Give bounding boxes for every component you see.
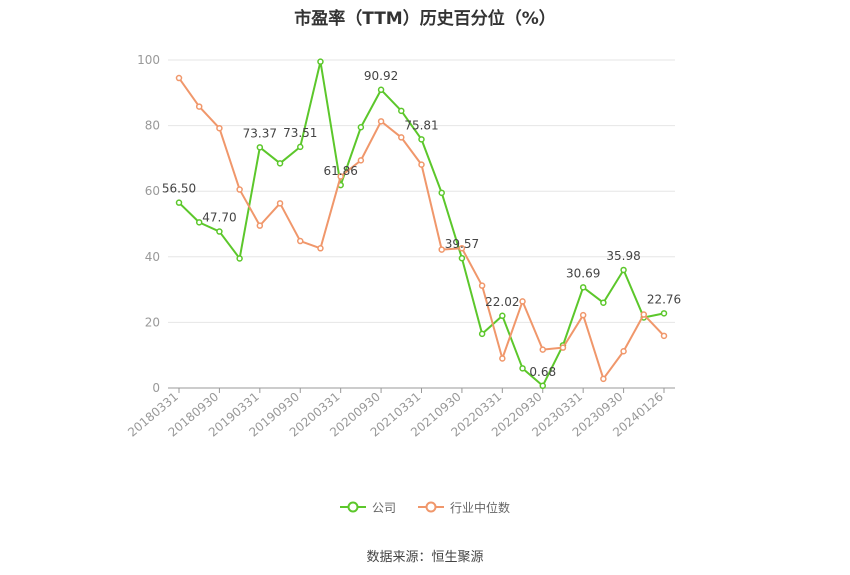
data-point[interactable]: [438, 246, 445, 253]
data-point[interactable]: [398, 134, 405, 141]
y-tick-label: 80: [145, 119, 160, 133]
data-point[interactable]: [276, 200, 284, 207]
y-tick-label: 60: [145, 184, 160, 198]
y-tick-label: 20: [145, 315, 160, 329]
data-point[interactable]: [357, 157, 365, 164]
data-point[interactable]: [216, 124, 223, 132]
data-point[interactable]: [579, 284, 587, 291]
y-tick-label: 40: [145, 250, 160, 264]
data-point[interactable]: [499, 355, 506, 362]
series-line-0: [178, 60, 665, 387]
data-point[interactable]: [337, 173, 344, 180]
chart-title: 市盈率（TTM）历史百分位（%）: [294, 9, 556, 29]
data-source: 数据来源：恒生聚源: [366, 550, 484, 565]
data-point[interactable]: [195, 103, 203, 110]
data-point[interactable]: [458, 245, 466, 252]
data-point[interactable]: [216, 228, 223, 235]
data-point[interactable]: [559, 344, 567, 351]
data-point[interactable]: [175, 199, 183, 206]
y-tick-label: 0: [152, 381, 160, 395]
data-point[interactable]: [256, 144, 264, 151]
data-point[interactable]: [519, 298, 526, 305]
data-point[interactable]: [499, 312, 506, 320]
data-point[interactable]: [458, 254, 466, 262]
data-point[interactable]: [418, 136, 425, 143]
data-point[interactable]: [438, 189, 445, 197]
data-point[interactable]: [418, 161, 425, 168]
data-point[interactable]: [600, 375, 607, 383]
data-label: 61.86: [323, 164, 357, 178]
data-point[interactable]: [175, 74, 183, 82]
legend-industry-label: 行业中位数: [450, 500, 511, 515]
legend-company-label: 公司: [371, 500, 396, 515]
data-point[interactable]: [357, 123, 365, 131]
series-layer: [175, 58, 668, 390]
data-point[interactable]: [377, 86, 385, 94]
legend-item-company[interactable]: 公司: [339, 499, 396, 516]
data-label: 30.69: [566, 266, 600, 280]
data-point[interactable]: [297, 237, 304, 245]
data-point[interactable]: [398, 107, 405, 115]
data-point[interactable]: [620, 266, 627, 274]
data-point[interactable]: [297, 143, 304, 151]
data-label: 73.37: [243, 126, 277, 140]
data-point[interactable]: [276, 160, 284, 167]
data-point[interactable]: [256, 222, 264, 229]
y-tick-label: 100: [137, 53, 160, 67]
data-point[interactable]: [539, 382, 546, 390]
grid-lines: [168, 59, 675, 323]
data-point[interactable]: [660, 332, 668, 340]
data-point[interactable]: [478, 282, 486, 289]
data-label: 90.92: [364, 69, 398, 83]
data-point[interactable]: [377, 118, 385, 125]
data-label: 75.81: [404, 118, 438, 132]
data-label: 47.70: [202, 211, 236, 225]
data-point[interactable]: [317, 58, 324, 65]
legend-company-line-icon: [339, 501, 366, 513]
data-point[interactable]: [478, 330, 486, 338]
data-point[interactable]: [236, 186, 243, 193]
data-label: 22.76: [647, 292, 681, 306]
data-point[interactable]: [317, 245, 324, 252]
data-point[interactable]: [640, 311, 648, 318]
legend-item-industry-median[interactable]: 行业中位数: [418, 499, 510, 516]
x-axis: 2018033120180930201903312019093020200331…: [125, 387, 675, 440]
data-label: 0.68: [529, 365, 556, 379]
data-point[interactable]: [579, 311, 587, 319]
data-label: 73.51: [283, 126, 317, 140]
legend: 公司 行业中位数: [0, 497, 850, 517]
data-point[interactable]: [519, 365, 526, 372]
data-labels: 56.50 47.70 73.37 73.51 61.86 90.92 75.81 39.57…: [162, 69, 681, 379]
data-point[interactable]: [620, 348, 627, 355]
data-label: 22.02: [485, 295, 519, 309]
data-point[interactable]: [539, 346, 546, 353]
data-label: 56.50: [162, 182, 196, 196]
y-axis: 0 20 40 60 80 100: [137, 53, 160, 395]
legend-industry-line-icon: [418, 501, 444, 513]
data-label: 39.57: [445, 237, 479, 251]
data-point[interactable]: [195, 219, 203, 226]
data-point[interactable]: [600, 299, 607, 306]
data-point[interactable]: [660, 310, 668, 317]
data-label: 35.98: [606, 249, 640, 263]
data-point[interactable]: [236, 255, 243, 262]
